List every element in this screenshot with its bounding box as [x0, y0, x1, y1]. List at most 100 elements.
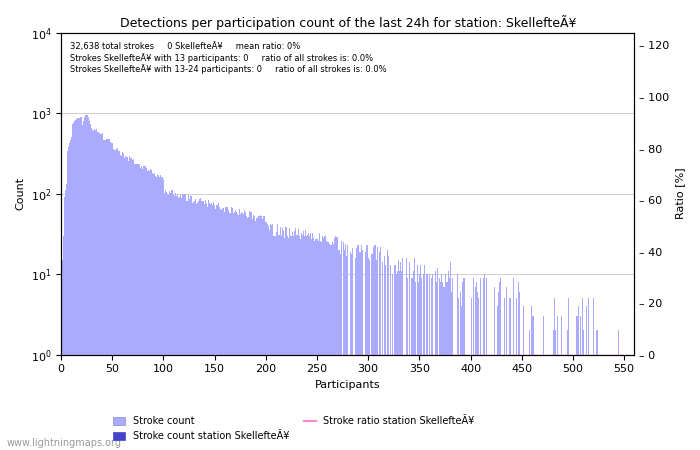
Bar: [258, 216, 259, 450]
Bar: [80, 117, 81, 450]
Bar: [160, 175, 161, 450]
Bar: [133, 159, 134, 450]
Bar: [239, 214, 241, 450]
Bar: [88, 117, 89, 450]
Bar: [300, 239, 301, 450]
Bar: [236, 212, 237, 450]
Bar: [252, 219, 253, 450]
Bar: [173, 194, 174, 450]
Bar: [519, 292, 520, 450]
Bar: [75, 120, 76, 450]
Bar: [333, 243, 334, 450]
Bar: [312, 234, 314, 450]
Bar: [483, 278, 484, 450]
Bar: [449, 262, 451, 450]
Bar: [72, 124, 73, 450]
Bar: [253, 215, 254, 450]
Bar: [128, 161, 130, 450]
Bar: [394, 265, 395, 450]
Bar: [388, 256, 389, 450]
Bar: [299, 236, 300, 450]
Bar: [212, 205, 213, 450]
Bar: [372, 254, 373, 450]
Bar: [237, 214, 238, 450]
Bar: [202, 201, 203, 450]
Bar: [414, 258, 415, 450]
Bar: [305, 230, 307, 450]
Bar: [184, 194, 186, 450]
Bar: [152, 173, 153, 450]
Bar: [166, 192, 167, 450]
Bar: [122, 153, 123, 450]
Bar: [413, 271, 414, 450]
Bar: [168, 195, 169, 450]
Bar: [542, 316, 544, 450]
Bar: [89, 121, 90, 450]
Bar: [346, 256, 347, 450]
Bar: [289, 229, 290, 450]
Bar: [90, 124, 91, 450]
Bar: [84, 117, 85, 450]
Bar: [296, 234, 297, 450]
Bar: [339, 250, 340, 450]
Bar: [568, 298, 569, 450]
Bar: [471, 298, 472, 450]
Bar: [456, 274, 458, 450]
Bar: [134, 164, 135, 450]
Bar: [316, 239, 318, 450]
Bar: [376, 260, 377, 450]
Bar: [155, 176, 156, 450]
Bar: [86, 115, 88, 450]
Y-axis label: Ratio [%]: Ratio [%]: [675, 168, 685, 220]
Bar: [199, 198, 201, 450]
Bar: [461, 306, 462, 450]
Bar: [141, 166, 143, 450]
Bar: [95, 130, 97, 450]
Bar: [352, 248, 354, 450]
Bar: [261, 216, 262, 450]
Bar: [193, 202, 194, 450]
Bar: [358, 245, 360, 450]
Bar: [307, 234, 308, 450]
Bar: [529, 330, 531, 450]
Bar: [343, 242, 344, 450]
Bar: [157, 175, 158, 450]
Bar: [165, 190, 166, 450]
Bar: [91, 128, 92, 450]
Bar: [83, 121, 84, 450]
Bar: [243, 214, 244, 450]
Bar: [427, 274, 428, 450]
Bar: [418, 282, 419, 450]
Bar: [396, 274, 398, 450]
Bar: [426, 274, 427, 450]
Bar: [209, 203, 210, 450]
Bar: [477, 292, 478, 450]
Bar: [326, 241, 327, 450]
Bar: [373, 247, 374, 450]
Bar: [416, 265, 418, 450]
Bar: [270, 224, 272, 450]
Bar: [158, 175, 159, 450]
Text: www.lightningmaps.org: www.lightningmaps.org: [7, 438, 122, 448]
Bar: [392, 274, 393, 450]
Bar: [314, 241, 316, 450]
Bar: [219, 207, 220, 450]
Bar: [531, 306, 533, 450]
Bar: [420, 265, 421, 450]
Bar: [582, 330, 584, 450]
Bar: [345, 243, 346, 450]
Bar: [274, 236, 276, 450]
Bar: [259, 216, 260, 450]
Bar: [323, 236, 325, 450]
Bar: [117, 148, 118, 450]
Bar: [385, 265, 386, 450]
Bar: [201, 201, 202, 450]
Bar: [356, 248, 358, 450]
Bar: [309, 236, 310, 450]
Bar: [124, 158, 125, 450]
Bar: [159, 176, 160, 450]
Title: Detections per participation count of the last 24h for station: SkellefteÃ¥: Detections per participation count of th…: [120, 15, 576, 30]
Bar: [125, 156, 126, 450]
Bar: [338, 250, 339, 450]
Bar: [331, 245, 332, 450]
